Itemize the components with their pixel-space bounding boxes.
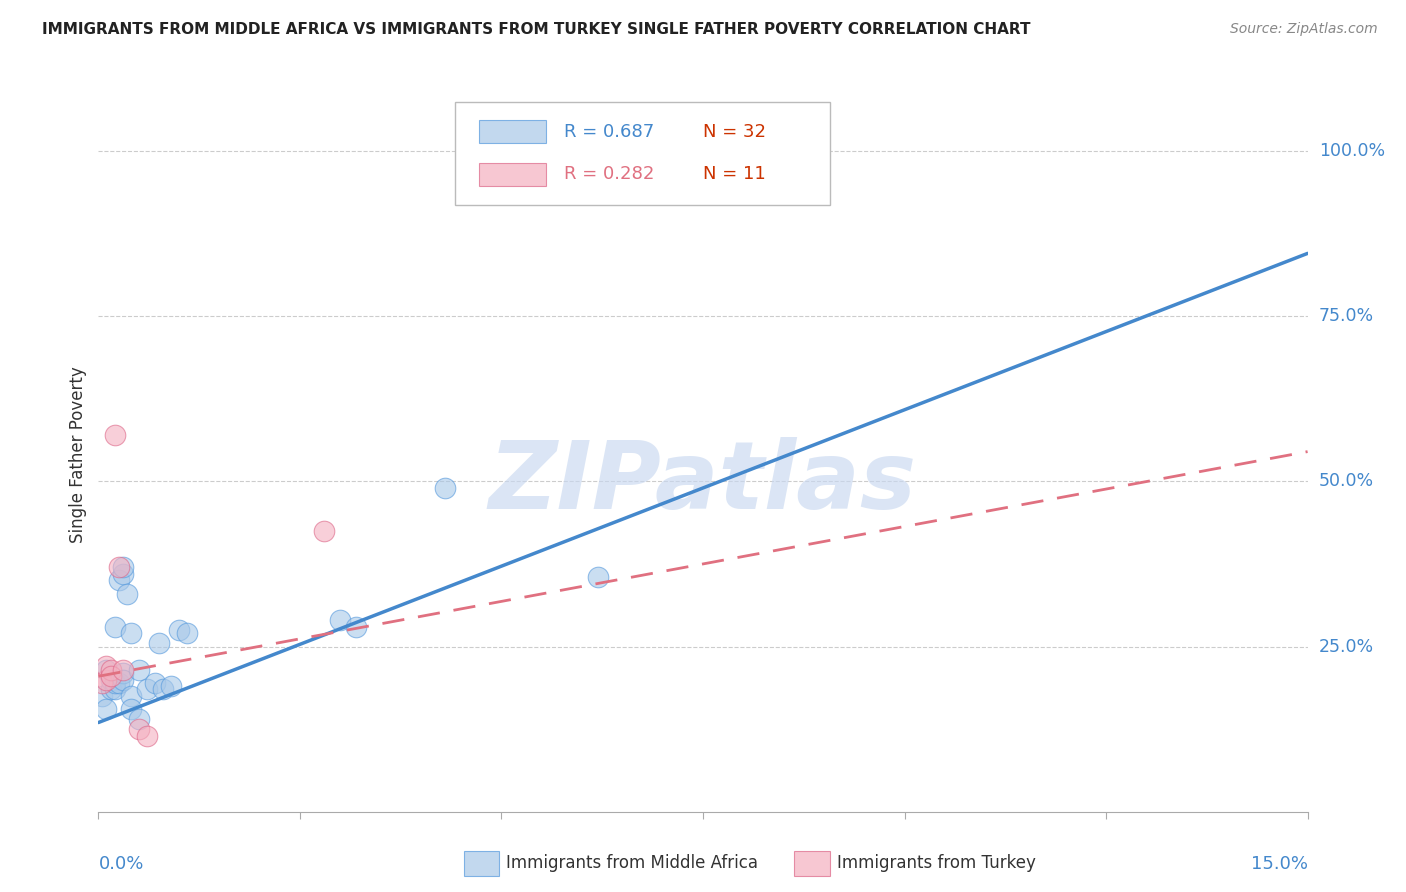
Point [120,702,142,716]
Point [107,676,129,690]
Point [103,428,125,442]
Point [100,673,122,687]
Text: IMMIGRANTS FROM MIDDLE AFRICA VS IMMIGRANTS FROM TURKEY SINGLE FATHER POVERTY CO: IMMIGRANTS FROM MIDDLE AFRICA VS IMMIGRA… [42,22,1031,37]
Y-axis label: Single Father Poverty: Single Father Poverty [69,367,87,543]
Text: 50.0%: 50.0% [1319,473,1374,491]
Point [148,636,170,650]
Point [120,689,142,703]
Point [103,620,125,634]
Point [100,669,122,683]
Text: 15.0%: 15.0% [1250,855,1308,872]
Point [135,682,157,697]
Point [111,560,134,574]
FancyBboxPatch shape [456,102,830,205]
Point [644,144,666,158]
Text: N = 11: N = 11 [703,166,766,184]
Point [103,682,125,697]
Point [135,729,157,743]
Text: 75.0%: 75.0% [1319,307,1374,326]
Point [107,560,129,574]
Text: 25.0%: 25.0% [1319,638,1374,656]
Point [314,524,336,538]
Point [128,663,150,677]
Point [111,566,134,581]
Point [96,702,118,716]
Point [167,623,190,637]
Point [91,689,114,703]
Point [434,481,457,495]
Point [344,620,367,634]
Point [128,712,150,726]
Point [111,665,134,680]
Point [111,663,134,677]
Text: ZIPatlas: ZIPatlas [489,437,917,530]
Point [96,673,118,687]
Point [100,682,122,697]
Point [96,663,118,677]
Text: R = 0.282: R = 0.282 [564,166,654,184]
Text: 0.0%: 0.0% [98,855,143,872]
Point [120,626,142,640]
Point [143,676,166,690]
Point [160,679,183,693]
Text: 100.0%: 100.0% [1319,142,1385,160]
Point [111,673,134,687]
Point [329,613,352,627]
Text: Source: ZipAtlas.com: Source: ZipAtlas.com [1230,22,1378,37]
FancyBboxPatch shape [479,163,546,186]
FancyBboxPatch shape [479,120,546,143]
Point [115,587,138,601]
Text: Immigrants from Middle Africa: Immigrants from Middle Africa [506,855,758,872]
Point [96,659,118,673]
Text: N = 32: N = 32 [703,123,766,141]
Text: R = 0.687: R = 0.687 [564,123,654,141]
Point [176,626,198,640]
Point [103,676,125,690]
Point [128,722,150,736]
Point [107,574,129,588]
Text: Immigrants from Turkey: Immigrants from Turkey [837,855,1035,872]
Point [152,682,174,697]
Point [91,676,114,690]
Point [100,663,122,677]
Point [586,570,609,584]
